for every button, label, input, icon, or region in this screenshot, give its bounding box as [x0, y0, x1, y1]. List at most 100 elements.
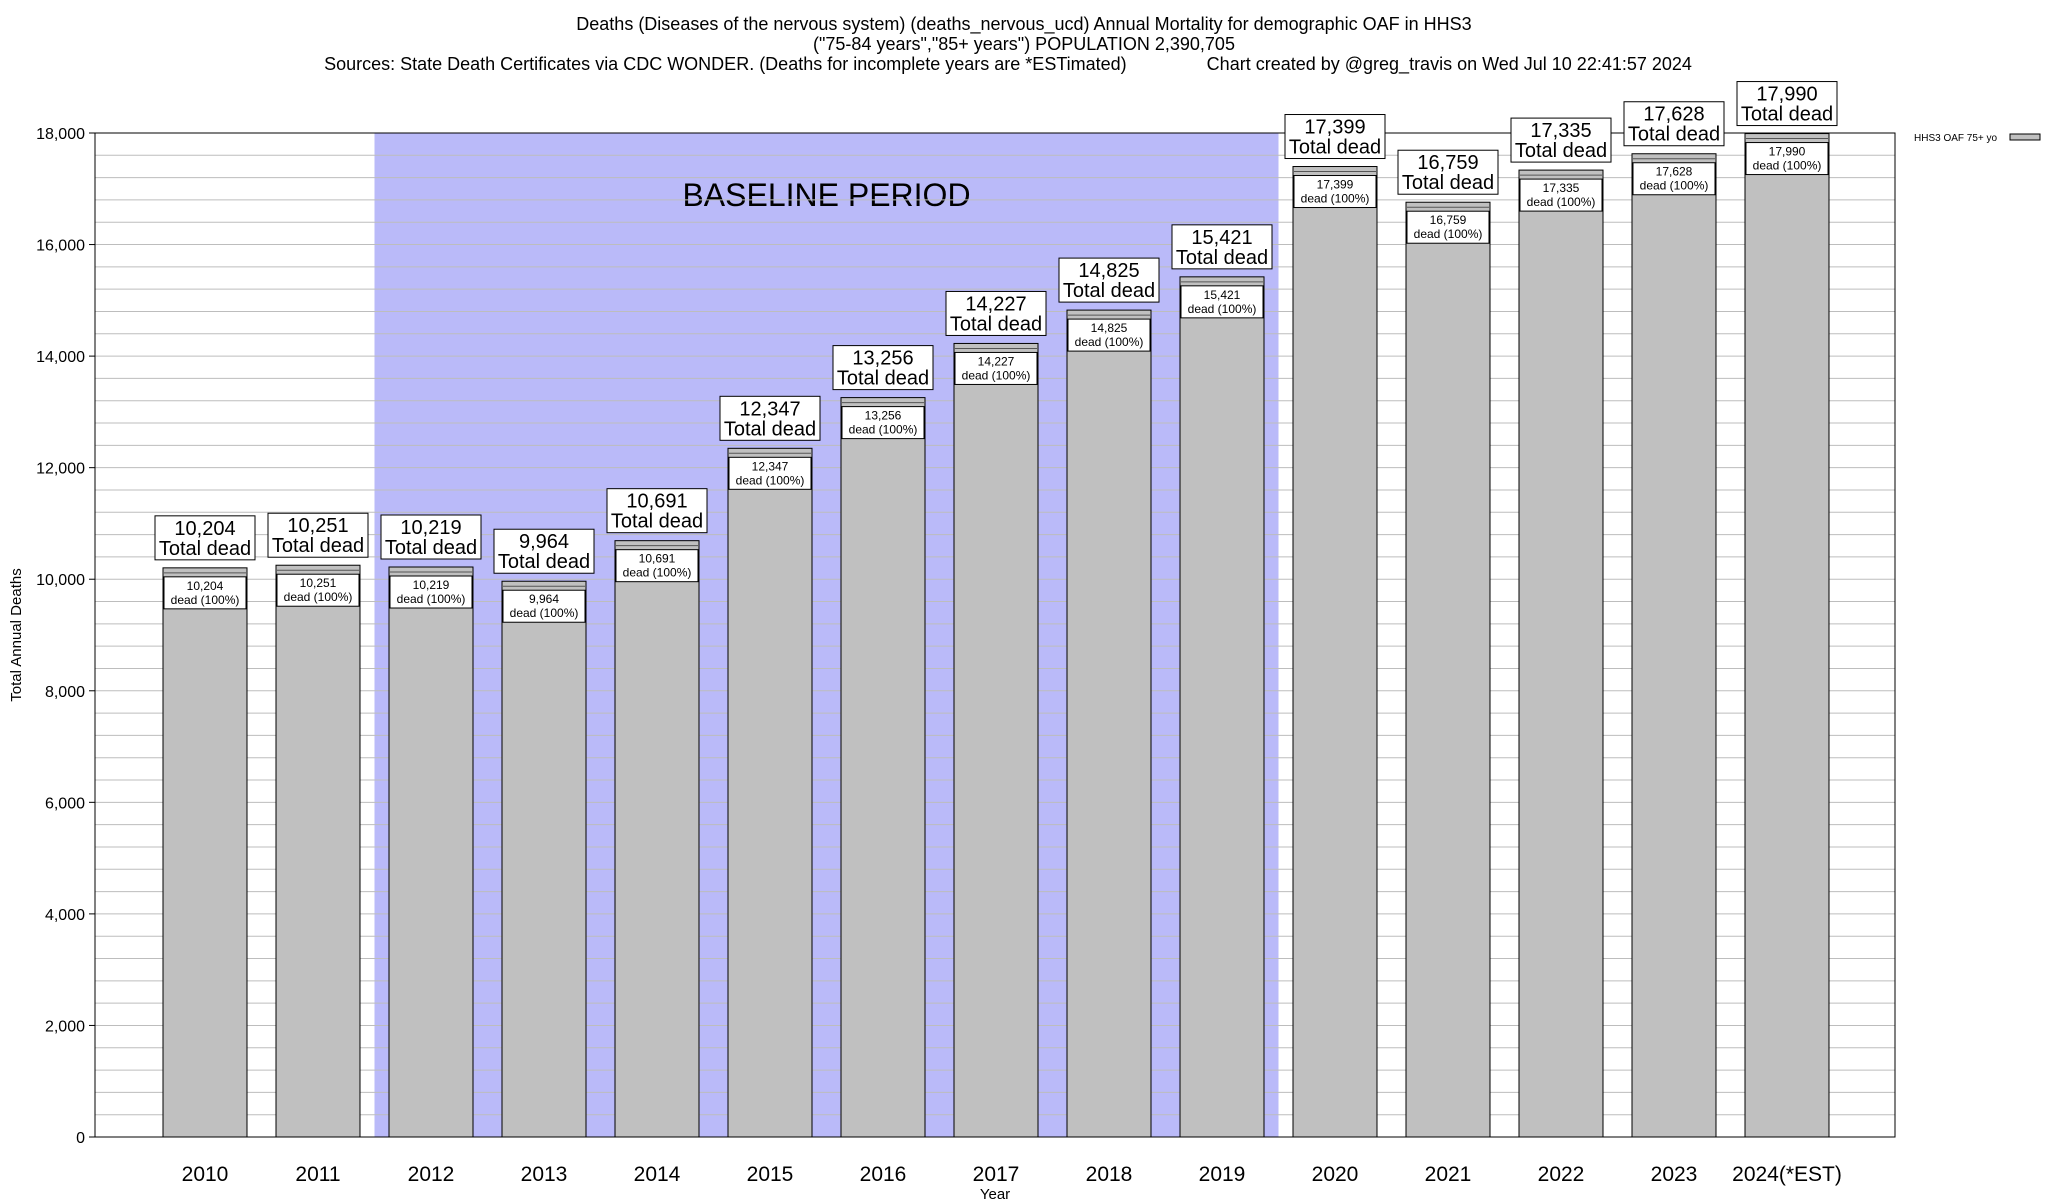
inner-value-label: 10,219 — [413, 578, 450, 592]
x-tick-label: 2020 — [1312, 1163, 1359, 1186]
total-label-box — [380, 514, 482, 560]
total-value-label: 16,759 — [1417, 152, 1478, 174]
axes: 0 2,000 4,000 6,000 8,000 10,000 12,000 14,000 1… — [8, 126, 1896, 1200]
total-value-label: 14,825 — [1078, 260, 1139, 282]
y-tick-label: 8,000 — [45, 684, 85, 701]
bar — [1179, 276, 1265, 1138]
inner-label-box — [1745, 142, 1829, 176]
bar — [1292, 166, 1378, 1138]
total-dead-label: Total dead — [611, 511, 703, 533]
x-tick-label: 2016 — [860, 1163, 907, 1186]
inner-dead-label: dead (100%) — [623, 566, 692, 580]
inner-label-box — [1632, 162, 1716, 196]
inner-dead-label: dead (100%) — [1640, 179, 1709, 193]
inner-value-label: 13,256 — [865, 409, 902, 423]
inner-label-box — [1406, 210, 1490, 244]
x-tick-label: 2021 — [1425, 1163, 1472, 1186]
inner-value-label: 10,251 — [300, 576, 337, 590]
total-dead-label: Total dead — [1741, 104, 1833, 126]
total-value-label: 13,256 — [852, 348, 913, 370]
inner-label-box — [163, 576, 247, 610]
total-label-box — [606, 488, 708, 534]
inner-dead-label: dead (100%) — [736, 473, 805, 487]
inner-label-box — [276, 573, 360, 607]
x-tick-label: 2023 — [1651, 1163, 1698, 1186]
inner-value-label: 10,691 — [639, 552, 676, 566]
total-dead-label: Total dead — [272, 535, 364, 557]
x-tick-label: 2019 — [1199, 1163, 1246, 1186]
total-value-label: 15,421 — [1191, 227, 1252, 249]
inner-value-label: 17,628 — [1656, 165, 1693, 179]
bar — [501, 580, 587, 1138]
x-tick-label: 2024(*EST) — [1732, 1163, 1842, 1186]
total-dead-label: Total dead — [950, 313, 1042, 335]
total-value-label: 10,691 — [626, 491, 687, 513]
bar — [1066, 309, 1152, 1138]
inner-value-label: 14,825 — [1091, 321, 1128, 335]
legend-swatch — [2009, 133, 2041, 141]
chart-title: Deaths (Diseases of the nervous system) … — [0, 14, 2048, 74]
inner-label-box — [954, 351, 1038, 385]
bar — [275, 564, 361, 1138]
inner-value-label: 16,759 — [1430, 213, 1467, 227]
total-dead-label: Total dead — [159, 538, 251, 560]
inner-dead-label: dead (100%) — [1527, 195, 1596, 209]
total-dead-label: Total dead — [1289, 137, 1381, 159]
inner-dead-label: dead (100%) — [849, 423, 918, 437]
inner-value-label: 12,347 — [752, 459, 789, 473]
x-tick-label: 2022 — [1538, 1163, 1585, 1186]
y-tick-label: 16,000 — [36, 238, 85, 255]
inner-dead-label: dead (100%) — [1753, 159, 1822, 173]
total-label-box — [493, 528, 595, 574]
y-tick-label: 6,000 — [45, 795, 85, 812]
bar — [953, 342, 1039, 1138]
total-label-box — [1623, 101, 1725, 147]
y-tick-label: 4,000 — [45, 907, 85, 924]
inner-value-label: 15,421 — [1204, 288, 1241, 302]
x-tick-label: 2011 — [295, 1163, 340, 1186]
baseline-label: BASELINE PERIOD — [682, 177, 970, 213]
inner-value-label: 14,227 — [978, 354, 1015, 368]
inner-label-box — [728, 456, 812, 490]
total-label-box — [832, 345, 934, 391]
inner-label-box — [502, 589, 586, 623]
total-label-box — [1171, 224, 1273, 270]
y-tick-label: 2,000 — [45, 1018, 85, 1035]
inner-label-box — [1067, 318, 1151, 352]
inner-dead-label: dead (100%) — [284, 590, 353, 604]
bar — [840, 397, 926, 1138]
inner-dead-label: dead (100%) — [1414, 227, 1483, 241]
x-tick-label: 2017 — [973, 1163, 1020, 1186]
inner-value-label: 17,335 — [1543, 181, 1580, 195]
inner-dead-label: dead (100%) — [171, 593, 240, 607]
y-tick-label: 12,000 — [36, 461, 85, 478]
total-label-box — [945, 290, 1047, 336]
total-dead-label: Total dead — [1063, 280, 1155, 302]
x-tick-label: 2018 — [1086, 1163, 1133, 1186]
total-label-box — [154, 515, 256, 561]
inner-label-box — [1519, 178, 1603, 212]
total-value-label: 12,347 — [739, 398, 800, 420]
total-value-label: 14,227 — [965, 293, 1026, 315]
inner-value-label: 17,990 — [1769, 145, 1806, 159]
bar — [1405, 201, 1491, 1138]
inner-label-box — [389, 575, 473, 609]
x-tick-label: 2013 — [521, 1163, 568, 1186]
total-label-box — [1397, 149, 1499, 195]
total-value-label: 10,204 — [174, 518, 235, 540]
bar — [388, 566, 474, 1138]
inner-dead-label: dead (100%) — [1075, 335, 1144, 349]
inner-dead-label: dead (100%) — [1188, 302, 1257, 316]
bar — [162, 567, 248, 1138]
inner-value-label: 17,399 — [1317, 178, 1354, 192]
total-dead-label: Total dead — [724, 418, 816, 440]
total-dead-label: Total dead — [1628, 124, 1720, 146]
total-value-label: 9,964 — [519, 531, 569, 553]
chart-title-line-3: Sources: State Death Certificates via CD… — [324, 54, 1692, 74]
total-value-label: 17,399 — [1304, 117, 1365, 139]
y-tick-label: 0 — [76, 1130, 85, 1147]
inner-dead-label: dead (100%) — [397, 592, 466, 606]
inner-dead-label: dead (100%) — [962, 368, 1031, 382]
